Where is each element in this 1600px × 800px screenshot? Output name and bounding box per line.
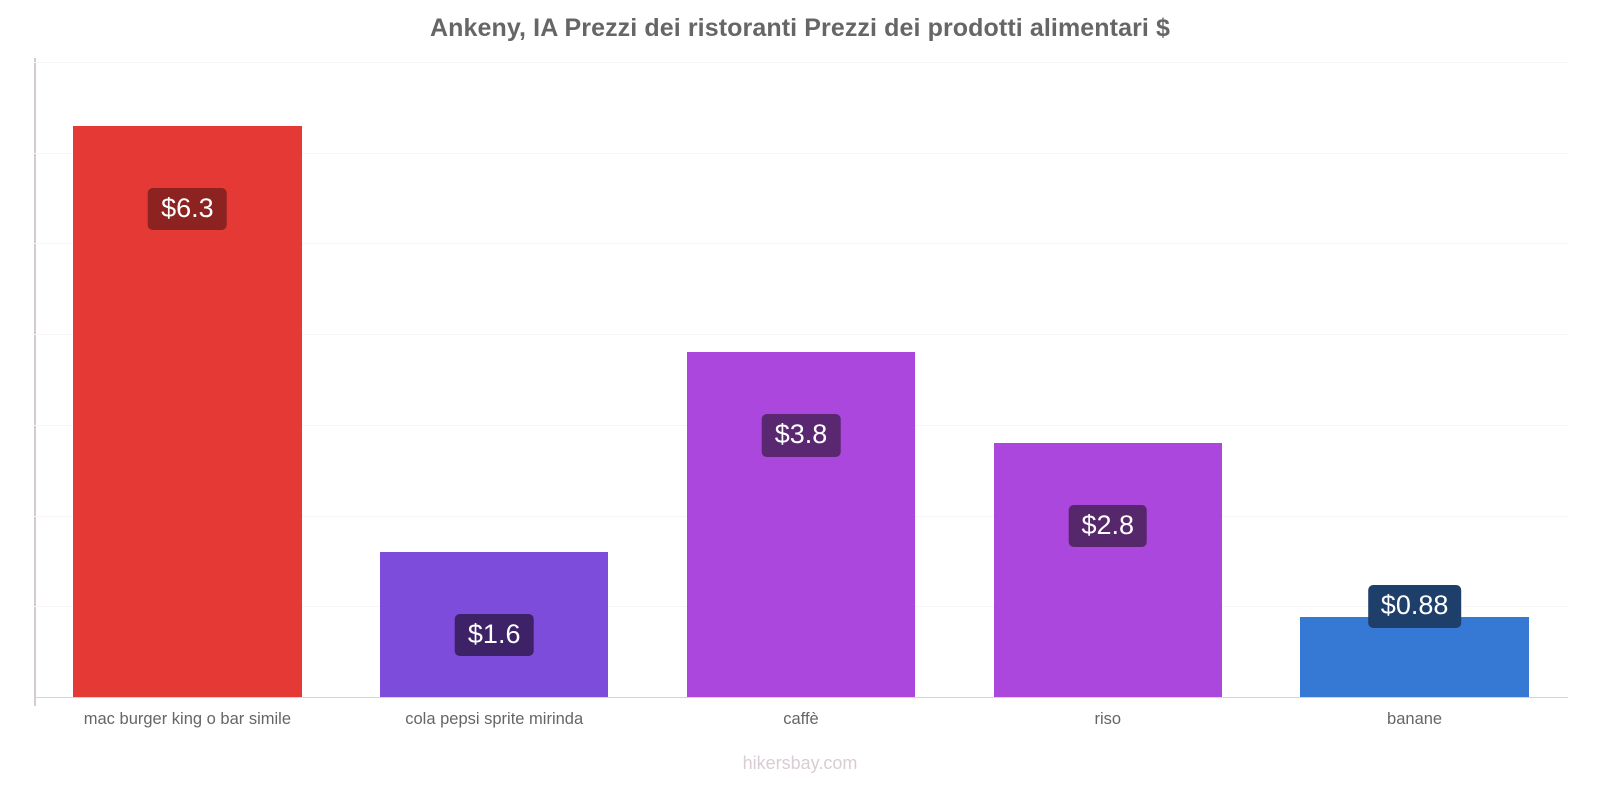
bar-value-label: $2.8 [1068,505,1148,548]
gridline [34,243,1568,245]
x-axis-tick-label: cola pepsi sprite mirinda [405,710,584,728]
chart-title: Ankeny, IA Prezzi dei ristoranti Prezzi … [430,14,1170,42]
bar-value-label: $1.6 [454,613,534,657]
gridline [34,62,1568,63]
bar[interactable]: $0.88 [1300,585,1529,697]
y-axis-line [34,58,36,706]
gridline [34,152,1568,154]
footer-credit: hikersbay.com [742,753,858,773]
bar-value-label: $0.88 [1367,585,1462,628]
gridline [34,697,1568,698]
x-axis-tick-label: mac burger king o bar simile [83,710,292,728]
x-axis-tick-label: riso [1094,710,1122,728]
bar-value-label: $6.3 [148,187,227,230]
x-axis-tick-label: banane [1387,710,1443,728]
plot-area: 01234567 $6.3$1.6$3.8$2.8$0.88 [34,62,1568,698]
bar[interactable]: $6.3 [73,125,302,697]
bar[interactable]: $3.8 [686,352,916,697]
bar-value-label: $3.8 [761,414,841,457]
x-axis-tick-label: caffè [783,710,819,728]
bar[interactable]: $1.6 [379,551,609,697]
gridline [34,334,1568,336]
bar[interactable]: $2.8 [993,443,1223,697]
